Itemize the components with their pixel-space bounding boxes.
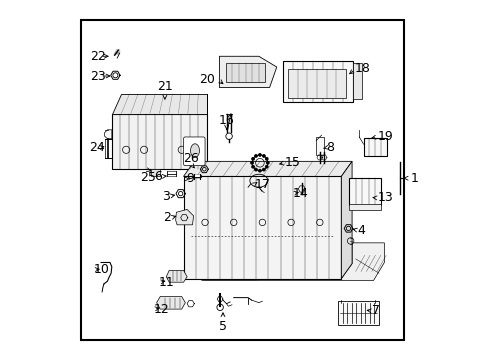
Circle shape — [262, 168, 265, 171]
Text: 6: 6 — [154, 170, 162, 183]
Circle shape — [258, 169, 261, 172]
Polygon shape — [112, 94, 206, 114]
Text: 3: 3 — [162, 190, 169, 203]
Text: 8: 8 — [325, 141, 334, 154]
Bar — [348, 178, 381, 205]
Text: 13: 13 — [376, 192, 392, 204]
Circle shape — [262, 154, 265, 157]
Text: 22: 22 — [90, 50, 106, 63]
Text: 11: 11 — [159, 276, 175, 289]
Bar — [283, 60, 352, 102]
Polygon shape — [166, 270, 187, 282]
Polygon shape — [219, 56, 276, 87]
Text: 14: 14 — [292, 187, 308, 200]
FancyBboxPatch shape — [183, 137, 204, 166]
Bar — [316, 137, 324, 155]
Text: 4: 4 — [357, 224, 365, 237]
Bar — [183, 176, 341, 279]
Text: 10: 10 — [94, 263, 109, 276]
Ellipse shape — [190, 144, 199, 157]
Bar — [287, 69, 345, 98]
Text: 12: 12 — [153, 303, 169, 316]
Text: 20: 20 — [199, 73, 215, 86]
Text: 26: 26 — [183, 152, 199, 165]
Bar — [150, 168, 159, 176]
Bar — [81, 21, 403, 339]
Text: 23: 23 — [90, 69, 106, 82]
Text: 19: 19 — [376, 130, 392, 144]
Bar — [352, 63, 362, 99]
Polygon shape — [201, 243, 384, 280]
Circle shape — [254, 168, 257, 171]
Text: 17: 17 — [254, 178, 269, 191]
Text: 16: 16 — [218, 114, 234, 127]
Polygon shape — [156, 297, 185, 309]
Bar — [363, 138, 386, 156]
Circle shape — [250, 161, 253, 164]
Circle shape — [251, 165, 254, 168]
Circle shape — [258, 153, 261, 156]
Circle shape — [265, 165, 267, 168]
Polygon shape — [175, 210, 193, 225]
Polygon shape — [183, 161, 351, 176]
Bar — [225, 63, 265, 82]
Circle shape — [266, 161, 269, 164]
Polygon shape — [341, 161, 351, 279]
Bar — [348, 204, 381, 211]
Bar — [112, 114, 206, 169]
Text: 18: 18 — [354, 62, 370, 75]
Polygon shape — [104, 130, 112, 139]
Circle shape — [265, 157, 267, 160]
Circle shape — [254, 154, 257, 157]
FancyBboxPatch shape — [337, 301, 379, 325]
Text: 7: 7 — [371, 305, 379, 318]
Text: 24: 24 — [89, 141, 105, 154]
Text: 5: 5 — [219, 320, 226, 333]
Text: 1: 1 — [409, 172, 417, 185]
Text: 21: 21 — [157, 80, 172, 93]
Circle shape — [251, 157, 254, 160]
Text: 9: 9 — [186, 172, 194, 185]
Text: 25: 25 — [140, 171, 155, 184]
Text: 15: 15 — [284, 156, 300, 169]
Text: 2: 2 — [163, 211, 171, 224]
